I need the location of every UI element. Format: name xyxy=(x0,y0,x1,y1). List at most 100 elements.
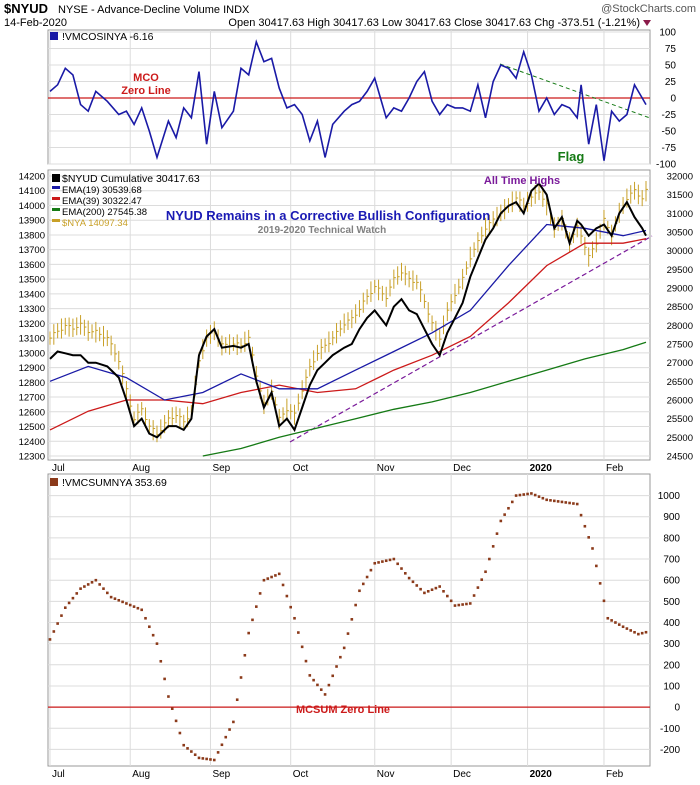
mcsum-point xyxy=(507,506,510,510)
mcsum-point xyxy=(102,587,105,590)
mcsum-point xyxy=(109,595,113,599)
mcsum-point xyxy=(136,606,140,610)
mcsum-point xyxy=(579,513,583,517)
y-tick-label-left: 13700 xyxy=(19,245,45,256)
ohlc-readout: Open 30417.63 High 30417.63 Low 30417.63… xyxy=(228,17,640,29)
mcsum-point xyxy=(621,625,625,629)
legend-swatch-ema19 xyxy=(52,186,60,189)
source-label: @StockCharts.com xyxy=(601,3,696,15)
legend-swatch-ema200 xyxy=(52,208,60,211)
mcsum-point xyxy=(209,758,212,761)
y-tick-label: -200 xyxy=(660,745,680,756)
mcsum-point xyxy=(491,545,495,548)
y-tick-label-left: 13600 xyxy=(19,260,45,271)
mcsum-point xyxy=(499,519,503,523)
mcsum-point xyxy=(327,683,331,687)
x-tick-label: Feb xyxy=(606,769,624,780)
support-trendline xyxy=(289,235,653,443)
mcsum-point xyxy=(132,605,136,608)
mcsum-point xyxy=(319,688,323,691)
mcsum-point xyxy=(446,594,449,598)
grid-lines xyxy=(48,30,650,766)
mcsum-point xyxy=(503,513,506,516)
y-tick-label-left: 14100 xyxy=(19,186,45,197)
mco-panel xyxy=(47,29,651,165)
y-tick-label-right: 25000 xyxy=(667,433,693,444)
x-tick-label: Aug xyxy=(132,463,150,474)
x-tick-label: Nov xyxy=(377,769,395,780)
mcsum-point xyxy=(530,492,533,495)
mcsum-point xyxy=(63,606,67,609)
mcsum-point xyxy=(304,659,308,663)
mcsum-point xyxy=(117,598,121,602)
mcsum-point xyxy=(560,500,564,504)
mcsum-panel xyxy=(47,473,651,767)
legend-ema39: EMA(39) 30322.47 xyxy=(62,196,142,207)
mcsum-point xyxy=(384,559,388,563)
mcsum-point xyxy=(106,591,109,595)
mcsum-point xyxy=(541,496,545,500)
mcsum-point xyxy=(545,498,548,502)
mcsum-point xyxy=(335,665,338,668)
mcsum-point xyxy=(151,633,155,637)
y-tick-label: -100 xyxy=(660,724,680,735)
mcsum-point xyxy=(331,674,335,678)
mcsum-point xyxy=(633,630,636,634)
mcsum-point xyxy=(308,674,312,677)
y-tick-label-left: 13400 xyxy=(19,289,45,300)
mcsum-point xyxy=(48,638,52,641)
price-legend: $NYUD Cumulative 30417.63 EMA(19) 30539.… xyxy=(52,173,200,229)
x-tick-label: Dec xyxy=(453,769,471,780)
mcsum-point xyxy=(453,604,457,607)
mcsum-point xyxy=(354,603,357,607)
mcsum-point xyxy=(71,596,75,600)
y-tick-label-left: 13900 xyxy=(19,216,45,227)
ema200-line xyxy=(202,341,647,457)
x-tick-label: Oct xyxy=(293,769,309,780)
mcsum-point xyxy=(556,500,560,503)
mcsum-point xyxy=(583,524,587,528)
mcsum-point xyxy=(216,751,220,754)
mcsum-point xyxy=(614,621,617,624)
mcsum-point xyxy=(178,731,182,735)
y-tick-label-left: 13100 xyxy=(19,334,45,345)
mcsum-point xyxy=(426,589,430,593)
y-tick-label-right: 31500 xyxy=(667,190,693,201)
y-tick-label: 600 xyxy=(663,576,680,587)
mcsum-point xyxy=(637,632,640,636)
mcsum-point xyxy=(297,631,300,634)
mcsum-point xyxy=(174,719,178,723)
mcsum-point xyxy=(98,583,101,586)
mcsum-point xyxy=(247,631,250,635)
y-tick-label-right: 30000 xyxy=(667,246,693,257)
mco-legend-swatch xyxy=(50,32,58,40)
mcsum-point xyxy=(125,602,128,605)
mcsum-point xyxy=(373,561,377,565)
mcsum-point xyxy=(537,495,541,498)
mcsum-point xyxy=(220,743,224,747)
mcsum-point xyxy=(407,576,411,580)
y-tick-label: 0 xyxy=(674,703,680,714)
mcsum-point xyxy=(170,707,174,711)
down-arrow-icon xyxy=(643,20,651,26)
all-time-highs-label: All Time Highs xyxy=(484,175,560,187)
mcsum-point xyxy=(285,594,289,598)
legend-nyud: $NYUD Cumulative 30417.63 xyxy=(62,173,200,185)
mcsum-point xyxy=(121,600,124,604)
y-tick-label-right: 27000 xyxy=(667,358,693,369)
mcsum-point xyxy=(197,756,201,760)
mcsum-point xyxy=(350,618,354,621)
mco-line xyxy=(49,39,647,161)
x-tick-label: 2020 xyxy=(530,769,553,780)
mcsum-point xyxy=(60,614,63,617)
mcsum-point xyxy=(400,567,403,570)
mcsum-point xyxy=(289,605,292,609)
y-tick-label: -75 xyxy=(662,143,677,154)
mcsum-point xyxy=(243,653,247,657)
mcsum-point xyxy=(148,625,151,629)
mcsum-point xyxy=(434,586,438,590)
y-tick-label: 25 xyxy=(665,77,677,88)
mcsum-point xyxy=(159,659,163,663)
mcsum-point xyxy=(239,676,243,679)
